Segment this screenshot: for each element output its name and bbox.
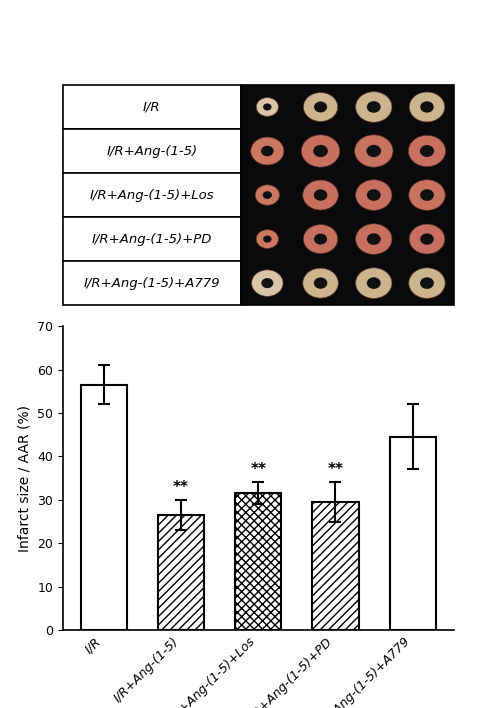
Bar [158,515,204,630]
Ellipse shape [251,137,284,165]
Ellipse shape [303,93,338,122]
Ellipse shape [366,145,381,157]
Ellipse shape [255,185,279,205]
Ellipse shape [263,236,272,243]
Ellipse shape [420,145,434,157]
Ellipse shape [420,101,434,113]
Ellipse shape [303,180,338,210]
Ellipse shape [409,180,445,210]
Ellipse shape [354,135,393,167]
Ellipse shape [367,101,381,113]
Text: I/R: I/R [143,101,161,113]
Ellipse shape [303,268,338,298]
Text: **: ** [328,462,344,477]
Ellipse shape [420,234,434,245]
Ellipse shape [314,278,327,289]
Ellipse shape [314,234,327,244]
Ellipse shape [420,278,434,289]
Text: I/R+Ang-(1-5)+Los: I/R+Ang-(1-5)+Los [90,188,214,202]
Ellipse shape [355,180,392,210]
Bar [241,85,454,305]
Text: I/R+Ang-(1-5): I/R+Ang-(1-5) [106,144,198,157]
Bar [312,502,359,630]
Ellipse shape [409,92,445,122]
Bar [81,384,127,630]
Ellipse shape [409,224,445,254]
Ellipse shape [262,278,273,288]
Bar [63,85,241,129]
Bar [235,493,281,630]
Text: I/R+Ang-(1-5)+PD: I/R+Ang-(1-5)+PD [92,232,212,246]
Bar [63,261,241,305]
Bar [63,173,241,217]
Ellipse shape [251,270,283,297]
Ellipse shape [355,268,392,298]
Ellipse shape [408,135,446,166]
Ellipse shape [420,189,434,201]
Ellipse shape [314,189,327,201]
Ellipse shape [263,191,272,199]
Ellipse shape [367,278,381,289]
Text: **: ** [250,462,266,477]
Bar [63,129,241,173]
Ellipse shape [263,103,272,110]
Ellipse shape [367,233,381,245]
Ellipse shape [313,145,328,157]
Ellipse shape [256,229,278,249]
Ellipse shape [303,224,338,253]
Bar [390,437,436,630]
Text: **: ** [173,479,189,495]
Ellipse shape [256,98,278,116]
Ellipse shape [355,224,392,254]
Y-axis label: Infarct size / AAR (%): Infarct size / AAR (%) [18,404,32,552]
Text: I/R+Ang-(1-5)+A779: I/R+Ang-(1-5)+A779 [84,277,220,290]
Bar [63,217,241,261]
Ellipse shape [261,146,274,156]
Ellipse shape [409,268,445,298]
Ellipse shape [355,91,392,122]
Ellipse shape [301,135,340,167]
Ellipse shape [367,189,381,201]
Ellipse shape [314,101,327,113]
